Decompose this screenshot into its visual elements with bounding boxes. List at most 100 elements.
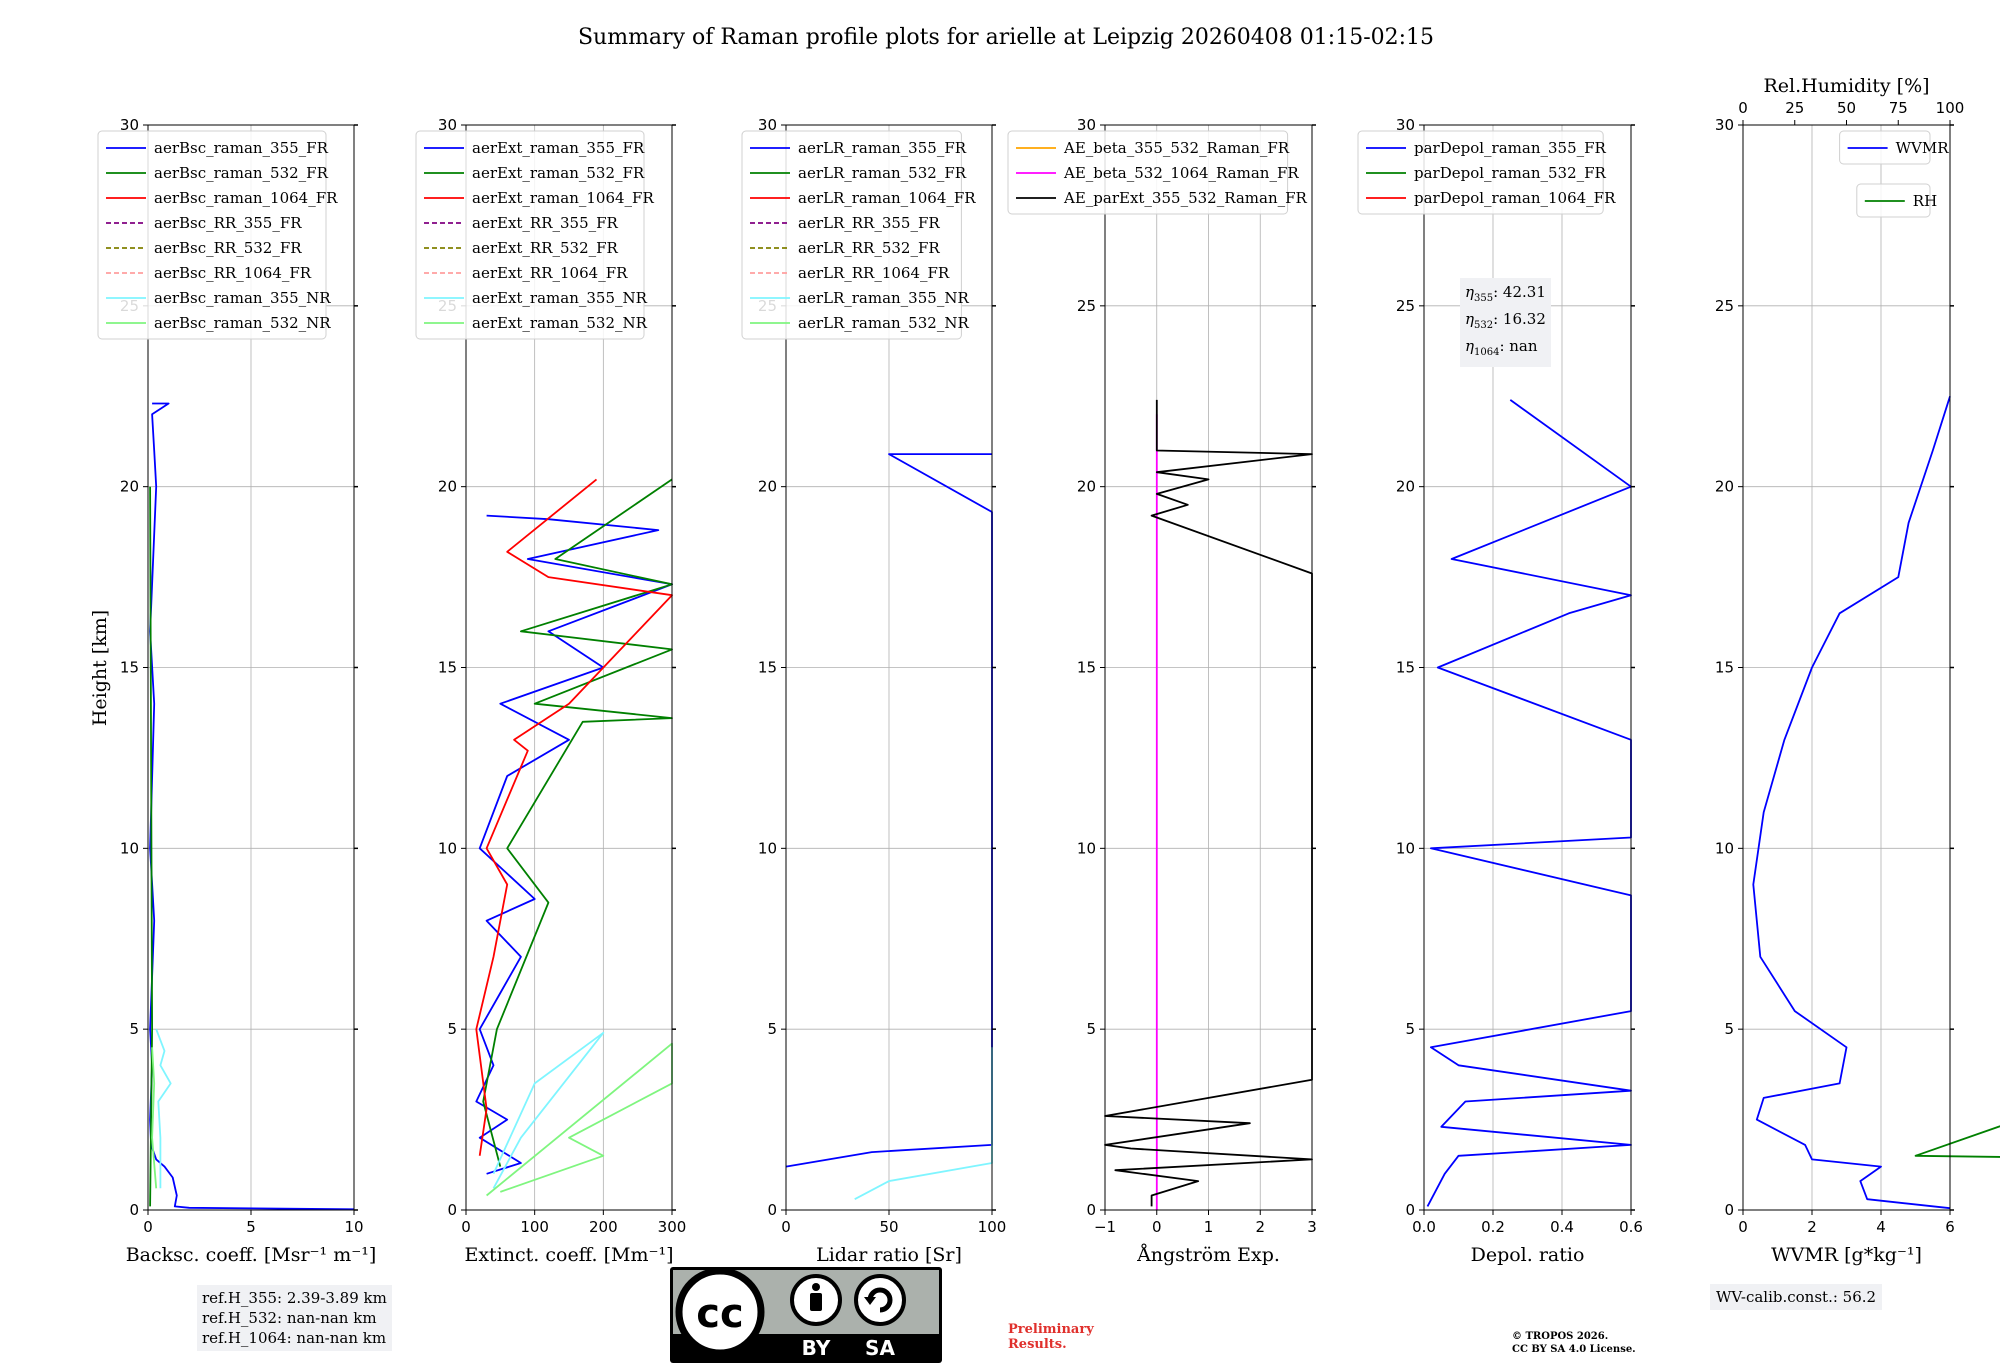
y-tick-label: 5 (129, 1020, 139, 1038)
x-axis-label: Lidar ratio [Sr] (816, 1244, 962, 1266)
y-tick-label: 10 (438, 839, 457, 857)
badge-sa-label: SA (865, 1336, 895, 1360)
x-tick-label: 1 (1204, 1218, 1214, 1236)
x-axis-label: Depol. ratio (1471, 1244, 1585, 1266)
y-tick-label: 25 (1077, 297, 1096, 315)
legend: parDepol_raman_355_FRparDepol_raman_532_… (1358, 131, 1616, 214)
x-axis-label: WVMR [g*kg⁻¹] (1771, 1244, 1922, 1266)
x-tick-label: −1 (1094, 1218, 1116, 1236)
reference-height-box: ref.H_355: 2.39-3.89 km ref.H_532: nan-n… (197, 1285, 392, 1351)
legend-label: aerExt_raman_1064_FR (472, 189, 654, 207)
eta-355: η355: 42.31 (1465, 282, 1546, 309)
legend-label: aerLR_raman_355_NR (798, 289, 969, 307)
series-RH (1916, 903, 2000, 1207)
legend-label: aerBsc_RR_1064_FR (154, 264, 312, 282)
y-tick-label: 30 (1715, 116, 1734, 134)
legend-box (416, 131, 644, 339)
x-tick-label: 0.2 (1481, 1218, 1505, 1236)
legend-label: AE_parExt_355_532_Raman_FR (1063, 189, 1308, 207)
y-tick-label: 5 (1405, 1020, 1415, 1038)
legend-label: aerBsc_raman_532_NR (154, 314, 331, 332)
x-tick-label: 6 (1945, 1218, 1955, 1236)
y-tick-label: 20 (438, 478, 457, 496)
legend-label: aerExt_RR_355_FR (472, 214, 619, 232)
y-tick-label: 0 (129, 1201, 139, 1219)
legend-label: parDepol_raman_532_FR (1414, 164, 1607, 182)
legend-label: aerLR_RR_532_FR (798, 239, 940, 257)
y-tick-label: 10 (1077, 839, 1096, 857)
share-alike-icon (856, 1276, 904, 1324)
legend: RH (1857, 184, 1937, 217)
ref-height-355: ref.H_355: 2.39-3.89 km (202, 1288, 387, 1308)
top-axis-label: Rel.Humidity [%] (1763, 75, 1929, 97)
ref-height-532: ref.H_532: nan-nan km (202, 1308, 387, 1328)
wv-calibration-constant: WV-calib.const.: 56.2 (1710, 1284, 1882, 1310)
x-tick-label: 10 (344, 1218, 363, 1236)
top-tick-label: 25 (1785, 99, 1804, 117)
panel-extinction: 0100200300051015202530Extinct. coeff. [M… (416, 116, 686, 1266)
y-tick-label: 0 (1086, 1201, 1096, 1219)
legend-label: AE_beta_532_1064_Raman_FR (1063, 164, 1299, 182)
series-aerBsc_raman_355_NR (156, 1029, 171, 1188)
cc-logo-text: cc (696, 1291, 743, 1337)
badge-by-label: BY (802, 1336, 831, 1360)
legend-label: aerLR_RR_355_FR (798, 214, 940, 232)
y-tick-label: 25 (1715, 297, 1734, 315)
top-tick-label: 100 (1936, 99, 1965, 117)
legend-label: RH (1913, 192, 1937, 210)
series-aerLR_raman_355_NR (855, 1047, 992, 1199)
series-WVMR (1753, 396, 1950, 1208)
x-axis-label: Ångström Exp. (1136, 1244, 1280, 1266)
y-tick-label: 10 (758, 839, 777, 857)
legend: aerExt_raman_355_FRaerExt_raman_532_FRae… (416, 131, 654, 339)
x-tick-label: 0.4 (1550, 1218, 1574, 1236)
eta-1064: η1064: nan (1465, 336, 1546, 363)
x-tick-label: 0 (1738, 1218, 1748, 1236)
x-tick-label: 0.6 (1619, 1218, 1643, 1236)
legend-label: aerExt_raman_355_NR (472, 289, 648, 307)
y-tick-label: 5 (767, 1020, 777, 1038)
y-tick-label: 10 (1396, 839, 1415, 857)
panel-backscatter: 0510051015202530Backsc. coeff. [Msr⁻¹ m⁻… (98, 116, 376, 1266)
y-tick-label: 10 (1715, 839, 1734, 857)
legend-label: aerExt_RR_532_FR (472, 239, 619, 257)
legend-label: aerBsc_RR_532_FR (154, 239, 302, 257)
legend-label: aerLR_RR_1064_FR (798, 264, 950, 282)
legend-box (98, 131, 326, 339)
x-axis-label: Extinct. coeff. [Mm⁻¹] (464, 1244, 673, 1266)
legend-label: aerExt_raman_532_FR (472, 164, 645, 182)
y-tick-label: 20 (1715, 478, 1734, 496)
legend-label: aerExt_raman_532_NR (472, 314, 648, 332)
y-tick-label: 20 (758, 478, 777, 496)
x-tick-label: 200 (589, 1218, 618, 1236)
y-tick-label: 25 (1396, 297, 1415, 315)
y-tick-label: 0 (1724, 1201, 1734, 1219)
figure-title: Summary of Raman profile plots for ariel… (578, 25, 1434, 50)
y-tick-label: 20 (1396, 478, 1415, 496)
series-aerExt_raman_532_NR (487, 1044, 672, 1196)
y-tick-label: 15 (438, 659, 457, 677)
x-tick-label: 0 (461, 1218, 471, 1236)
legend-label: AE_beta_355_532_Raman_FR (1063, 139, 1290, 157)
y-tick-label: 5 (447, 1020, 457, 1038)
legend-label: aerLR_raman_532_FR (798, 164, 967, 182)
y-axis-label: Height [km] (89, 610, 111, 726)
y-tick-label: 10 (120, 839, 139, 857)
cc-by-sa-license-badge: cc BY SA (670, 1267, 942, 1363)
x-tick-label: 100 (978, 1218, 1007, 1236)
copyright-note: © TROPOS 2026. CC BY SA 4.0 License. (1512, 1330, 1636, 1356)
y-tick-label: 0 (447, 1201, 457, 1219)
series-aerExt_raman_355_NR (494, 1033, 604, 1189)
x-tick-label: 3 (1307, 1218, 1317, 1236)
eta-values-box: η355: 42.31 η532: 16.32 η1064: nan (1460, 278, 1551, 367)
x-tick-label: 0.0 (1412, 1218, 1436, 1236)
x-tick-label: 0 (781, 1218, 791, 1236)
legend-label: aerBsc_raman_355_NR (154, 289, 331, 307)
series-aerExt_raman_532_FR (483, 479, 672, 1166)
y-tick-label: 20 (1077, 478, 1096, 496)
legend: WVMR (1840, 131, 1950, 164)
x-tick-label: 5 (246, 1218, 256, 1236)
x-tick-label: 100 (520, 1218, 549, 1236)
